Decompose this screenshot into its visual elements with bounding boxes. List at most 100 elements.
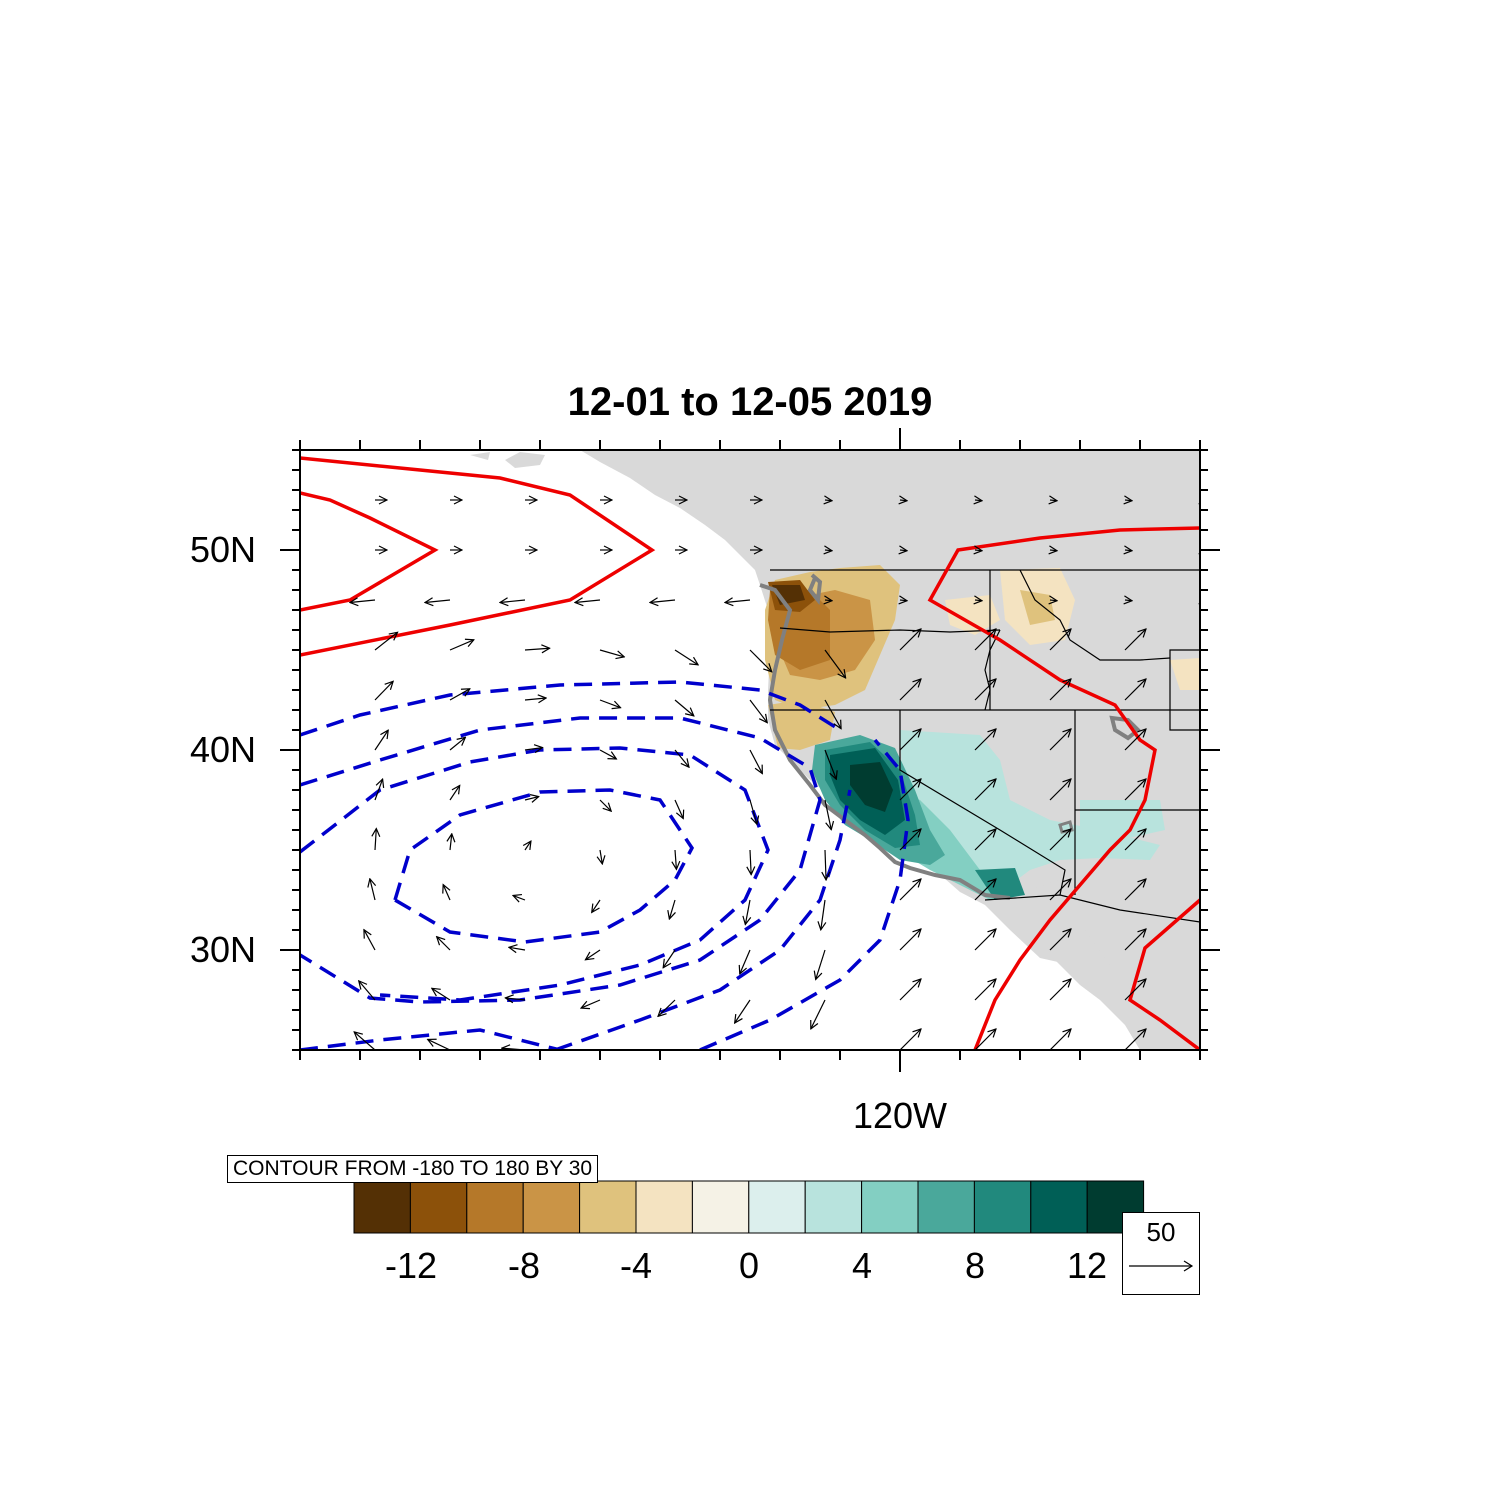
wind-vector bbox=[899, 829, 921, 851]
positive-anomaly-shading bbox=[812, 730, 1165, 900]
wind-vector bbox=[1199, 649, 1200, 650]
wind-vector bbox=[974, 629, 996, 651]
wind-vector bbox=[811, 999, 826, 1029]
wind-vector bbox=[900, 550, 907, 551]
puget-sound bbox=[807, 573, 823, 606]
wind-vector bbox=[899, 879, 921, 901]
wind-vector bbox=[674, 699, 694, 716]
wind-vector bbox=[599, 799, 611, 811]
lake-tahoe bbox=[1058, 820, 1074, 834]
wind-vector bbox=[899, 729, 921, 751]
baja-california-land bbox=[985, 880, 1175, 1050]
reference-vector-magnitude: 50 bbox=[1146, 1217, 1176, 1247]
wind-vector bbox=[1125, 550, 1132, 551]
wind-vector bbox=[735, 999, 751, 1023]
wind-vector bbox=[592, 899, 601, 912]
figure-title: 12-01 to 12-05 2019 bbox=[567, 380, 933, 424]
wind-vector bbox=[599, 699, 621, 708]
wind-vector bbox=[749, 799, 757, 824]
colorbar-box bbox=[691, 1180, 750, 1234]
wind-vector bbox=[1125, 500, 1132, 501]
wind-vector bbox=[825, 849, 826, 880]
west-coast-coastline bbox=[759, 583, 1011, 900]
colorbar-box bbox=[917, 1180, 975, 1234]
wind-vector bbox=[1124, 1029, 1146, 1050]
wind-vector bbox=[745, 899, 750, 924]
wind-vector bbox=[1049, 829, 1071, 851]
wind-vector bbox=[350, 600, 376, 603]
alaska-islands bbox=[470, 452, 545, 468]
colorbar-box bbox=[635, 1180, 693, 1234]
lat-label-40n: 40N bbox=[189, 729, 256, 770]
colorbar-tick-label: 0 bbox=[738, 1245, 760, 1286]
wind-vector bbox=[370, 879, 375, 901]
wind-vector bbox=[509, 947, 526, 950]
wind-vector bbox=[432, 988, 451, 1001]
wind-vector bbox=[816, 949, 826, 979]
colorbar-box bbox=[409, 1180, 468, 1234]
wind-vector bbox=[428, 1039, 451, 1050]
wind-vector bbox=[1049, 879, 1071, 901]
wind-vector bbox=[975, 550, 982, 551]
wind-vector bbox=[899, 929, 921, 951]
wind-vector bbox=[1199, 1049, 1200, 1050]
lon-label-120w: 120W bbox=[852, 1095, 948, 1136]
wind-vector bbox=[975, 500, 982, 501]
wind-vector bbox=[374, 681, 393, 701]
colorbar-box bbox=[973, 1180, 1032, 1234]
wind-vector bbox=[749, 1049, 750, 1050]
wind-vector bbox=[1199, 949, 1200, 950]
wind-vector bbox=[524, 698, 546, 700]
wind-vector bbox=[1050, 550, 1057, 551]
wind-vector bbox=[663, 949, 676, 968]
wind-vector bbox=[581, 999, 601, 1008]
wind-vector bbox=[899, 779, 921, 801]
wind-vector bbox=[1124, 979, 1146, 1001]
wind-vector bbox=[825, 550, 832, 551]
wind-vector bbox=[674, 799, 683, 819]
wind-vector bbox=[513, 896, 526, 900]
wind-vector bbox=[374, 730, 388, 751]
wind-vector bbox=[899, 979, 921, 1001]
wind-vector bbox=[974, 1029, 996, 1050]
wind-vector bbox=[1124, 779, 1146, 801]
colorbar-box bbox=[353, 1180, 411, 1234]
reference-vector-arrow bbox=[1129, 1260, 1194, 1272]
wind-vector bbox=[674, 749, 689, 767]
wind-vector bbox=[750, 849, 751, 875]
wind-vector bbox=[824, 1049, 825, 1050]
wind-vector bbox=[974, 729, 996, 751]
lat-label-30n: 30N bbox=[189, 929, 256, 970]
wind-vector bbox=[899, 679, 921, 701]
wind-vector bbox=[974, 779, 996, 801]
wind-vector bbox=[1124, 729, 1146, 751]
map-plot-area bbox=[300, 450, 1200, 1050]
wind-vector bbox=[374, 779, 383, 801]
wind-vector bbox=[824, 649, 846, 678]
wind-vector bbox=[974, 829, 996, 851]
lat-label-50n: 50N bbox=[189, 529, 256, 570]
axis-ticks bbox=[280, 428, 1220, 1072]
wind-vector bbox=[669, 899, 675, 919]
wind-vector bbox=[599, 649, 624, 657]
wind-vector bbox=[674, 649, 698, 665]
colorbar-tick-label: 12 bbox=[1066, 1245, 1108, 1286]
wind-vector bbox=[825, 500, 832, 501]
wind-vector bbox=[437, 937, 451, 951]
wind-vector bbox=[673, 1049, 675, 1050]
colorbar-box bbox=[1030, 1180, 1088, 1234]
wind-vector bbox=[1124, 879, 1146, 901]
wind-vector bbox=[374, 632, 398, 651]
wind-vector bbox=[974, 679, 996, 701]
wind-vector bbox=[354, 1032, 376, 1050]
wind-vector bbox=[359, 981, 376, 1001]
wind-vector bbox=[974, 929, 996, 951]
wind-vector bbox=[450, 834, 452, 851]
political-borders bbox=[770, 569, 1200, 923]
wind-vector bbox=[974, 879, 996, 901]
wind-vector bbox=[364, 930, 376, 951]
wind-vector bbox=[1125, 600, 1132, 601]
wind-vector bbox=[900, 600, 907, 601]
colorbar-box bbox=[861, 1180, 919, 1234]
wind-vector bbox=[1124, 679, 1146, 701]
